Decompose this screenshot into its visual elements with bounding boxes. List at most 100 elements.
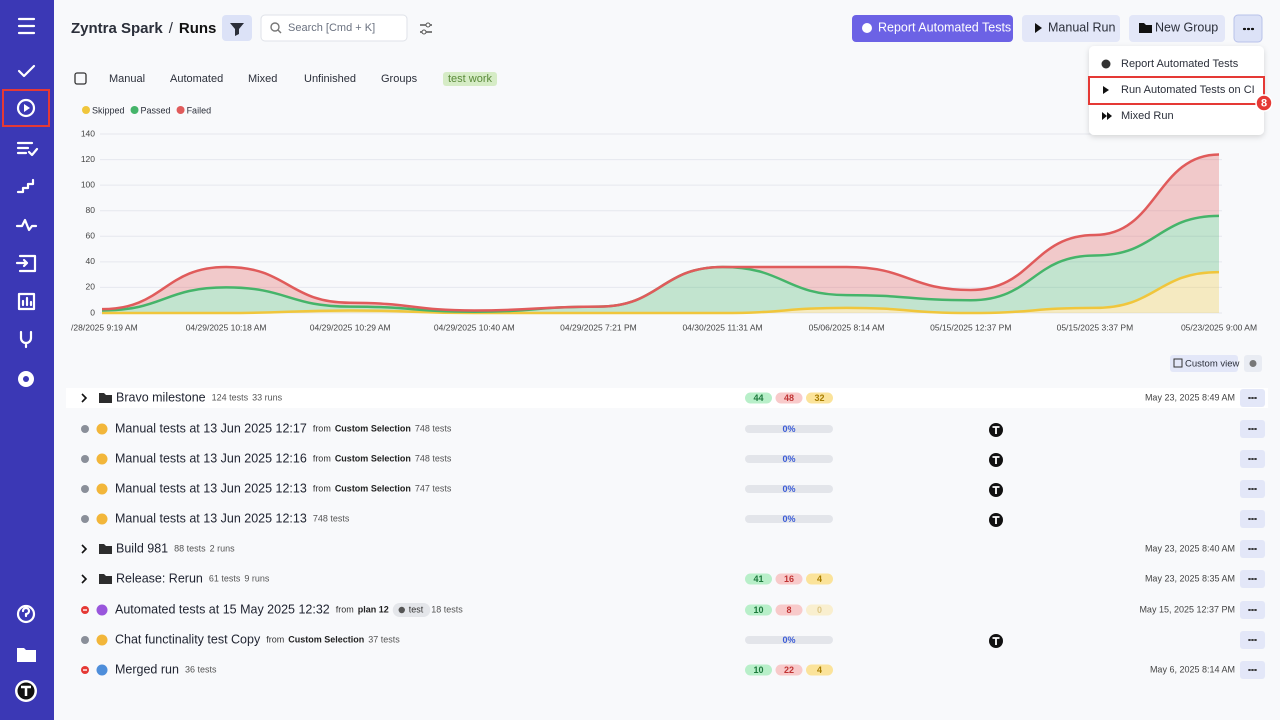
area: [102, 272, 1219, 313]
menu-item[interactable]: Mixed Run: [1121, 110, 1174, 122]
search-box[interactable]: [260, 14, 408, 42]
folder-icon: [99, 544, 112, 554]
run-title[interactable]: Bravo milestone: [116, 390, 206, 404]
row-hit[interactable]: [66, 657, 1268, 683]
folder-icon[interactable]: [17, 648, 36, 662]
reports-icon[interactable]: [17, 292, 36, 311]
run-title[interactable]: Manual tests at 13 Jun 2025 12:17: [115, 421, 307, 435]
y-tick-label: 40: [86, 256, 96, 266]
run-title[interactable]: Manual tests at 13 Jun 2025 12:13: [115, 481, 307, 495]
count-failed: 16: [784, 574, 794, 584]
plans-icon[interactable]: [16, 141, 39, 157]
tests-count: 18 tests: [431, 604, 463, 614]
legend-dot: [176, 106, 185, 114]
expand-chevron[interactable]: [81, 574, 88, 584]
assignee-letter: [992, 426, 1000, 434]
run-date: May 6, 2025 8:14 AM: [1150, 664, 1235, 674]
run-title[interactable]: Merged run: [115, 662, 179, 676]
x-tick-label: 05/23/2025 9:00 AM: [1181, 322, 1257, 332]
legend-label: Passed: [141, 105, 171, 115]
folder-icon: [99, 574, 112, 584]
tests-count: 748 tests: [313, 513, 350, 523]
y-tick-label: 120: [81, 154, 95, 164]
area: [102, 215, 1219, 313]
custom-view-button[interactable]: [1170, 355, 1238, 372]
tab[interactable]: Manual: [109, 73, 145, 85]
run-date: May 23, 2025 8:49 AM: [1145, 392, 1235, 402]
tests-count: 88 tests: [174, 543, 206, 553]
tab[interactable]: Mixed: [248, 73, 277, 85]
menu-icon[interactable]: [17, 17, 36, 35]
run-title[interactable]: Release: Rerun: [116, 571, 203, 585]
report-button[interactable]: [852, 15, 1013, 42]
progress-bar: [745, 485, 833, 493]
count-passed: 10: [753, 665, 763, 675]
tab[interactable]: Groups: [381, 73, 418, 85]
step-badge-label: 8: [1261, 97, 1267, 109]
steps-icon[interactable]: [16, 178, 35, 194]
count-pill: [775, 604, 803, 616]
manual-run-button[interactable]: [1022, 15, 1120, 42]
from-label: from: [336, 604, 354, 614]
import-icon[interactable]: [15, 254, 37, 273]
run-title[interactable]: Manual tests at 13 Jun 2025 12:13: [115, 511, 307, 525]
legend-label: Failed: [187, 105, 212, 115]
progress-bar: [745, 515, 833, 523]
runs-icon[interactable]: [16, 98, 36, 118]
tab-tag: [443, 72, 498, 86]
row-hit[interactable]: [66, 536, 1268, 562]
count-pill: [745, 604, 772, 616]
checks-icon[interactable]: [17, 64, 36, 78]
legend-dot: [130, 106, 139, 114]
count-pill: [775, 664, 803, 676]
run-title[interactable]: Build 981: [116, 541, 168, 555]
run-date: May 15, 2025 12:37 PM: [1139, 604, 1235, 614]
project-name[interactable]: Zyntra Spark: [71, 20, 163, 37]
source-name: Custom Selection: [335, 453, 411, 463]
count-skipped: 4: [817, 574, 822, 584]
menu-item[interactable]: Report Automated Tests: [1121, 58, 1239, 70]
help-icon[interactable]: [16, 604, 36, 624]
profile-letter: [21, 685, 31, 696]
count-pill: [806, 573, 833, 585]
step-badge: [1255, 94, 1273, 112]
run-type-icon: [96, 604, 108, 616]
run-title[interactable]: Automated tests at 15 May 2025 12:32: [115, 602, 330, 616]
tag-gear: [398, 606, 405, 614]
filter-icon: [230, 23, 244, 36]
tests-count: 36 tests: [185, 664, 217, 674]
run-title[interactable]: Chat functinality test Copy: [115, 632, 261, 646]
new-group-label: New Group: [1155, 20, 1218, 34]
new-group-button[interactable]: [1129, 15, 1225, 42]
run-type-icon: [96, 453, 108, 465]
runs-count: 9 runs: [244, 573, 270, 583]
y-tick-label: 20: [86, 282, 96, 292]
x-tick-label: 05/15/2025 12:37 PM: [930, 322, 1011, 332]
x-tick-label: 04/30/2025 11:31 AM: [682, 322, 762, 332]
menu-item[interactable]: Run Automated Tests on CI: [1121, 84, 1255, 96]
area-line: [101, 153, 1220, 312]
y-tick-label: 60: [86, 231, 96, 241]
runs-count: 2 runs: [210, 543, 236, 553]
tests-count: 748 tests: [415, 453, 452, 463]
pulse-icon[interactable]: [15, 218, 38, 232]
x-tick-label: 04/29/2025 10:40 AM: [434, 322, 515, 332]
tab[interactable]: Automated: [170, 73, 223, 85]
run-type-icon: [96, 423, 108, 435]
run-title[interactable]: Manual tests at 13 Jun 2025 12:16: [115, 451, 307, 465]
branch-icon[interactable]: [19, 330, 33, 349]
tab[interactable]: test work: [448, 73, 493, 85]
select-icon[interactable]: [74, 72, 87, 85]
run-type-icon: [96, 664, 108, 676]
status-dot: [81, 455, 89, 463]
y-tick-label: 80: [86, 205, 96, 215]
runs-count: 33 runs: [252, 392, 283, 402]
expand-chevron[interactable]: [81, 544, 88, 554]
count-passed: 44: [753, 393, 763, 403]
tests-count: 61 tests: [209, 573, 241, 583]
from-label: from: [313, 453, 331, 463]
tab[interactable]: Unfinished: [304, 73, 356, 85]
expand-chevron[interactable]: [81, 393, 88, 403]
menu-icon: [1103, 86, 1109, 94]
